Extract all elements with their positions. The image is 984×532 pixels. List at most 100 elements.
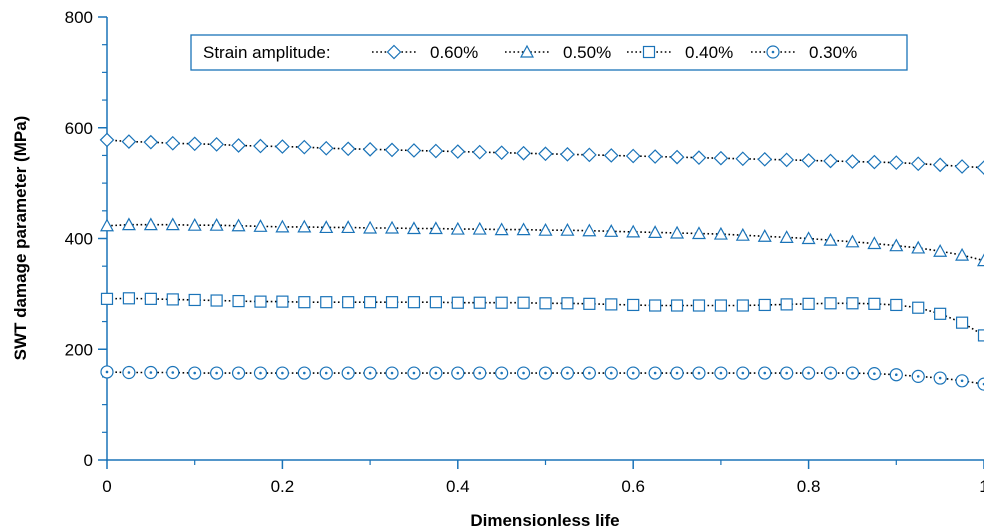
data-point-square [890,298,903,312]
data-point-square [539,297,552,310]
data-point-square [298,296,311,309]
data-point-square [210,294,223,307]
data-point-circle-center [873,372,876,375]
data-point-circle-center [281,371,284,375]
data-point-triangle [604,224,619,237]
data-point-triangle [341,220,356,234]
data-point-diamond [932,157,948,173]
data-point-circle-center [938,376,942,380]
data-point-diamond [735,151,751,167]
data-point-circle-center [434,371,438,375]
data-point-diamond [143,134,159,150]
data-point-triangle [538,222,553,236]
data-point-circle-center [456,371,460,375]
x-tick-label: 0.2 [271,477,295,496]
data-point-diamond [406,143,422,158]
data-point-square [320,296,333,309]
data-point-diamond [253,138,268,154]
data-point-triangle [779,230,794,243]
data-point-triangle [385,220,400,234]
y-tick-label: 200 [65,340,93,359]
data-point-diamond [954,159,970,174]
data-point-diamond [362,141,378,157]
legend-entry-2: 0.50% [505,43,611,62]
data-point-circle-center [807,371,810,375]
series-2 [99,217,984,267]
data-point-triangle [297,219,312,233]
data-point-triangle [845,234,860,248]
data-point-triangle [867,236,882,250]
data-point-triangle [143,217,158,231]
data-point-circle-center [412,371,416,375]
data-point-square [583,297,596,310]
data-point-triangle [516,222,531,236]
series-3 [100,292,984,342]
data-point-circle-center [588,371,591,375]
series-line [106,297,984,337]
data-point-diamond [669,149,685,165]
data-point-triangle [955,247,970,261]
data-point-diamond [296,139,312,155]
data-point-diamond [823,153,838,169]
data-point-diamond [209,137,224,152]
data-point-circle-center [631,371,635,375]
data-point-triangle [823,232,838,246]
x-tick-label: 0.6 [621,477,645,496]
data-point-circle-center [763,371,767,375]
data-point-triangle [472,221,487,235]
data-point-square [649,299,662,312]
data-point-circle-center [303,371,306,375]
x-tick-label: 0.4 [446,477,470,496]
data-point-square [605,298,618,311]
data-point-circle-center [566,371,569,375]
data-point-triangle [933,243,948,257]
legend-marker-triangle [519,44,535,58]
legend-marker-circle-center [771,50,775,54]
data-point-square [100,292,114,305]
data-point-circle-center [829,371,832,375]
data-point-diamond [691,150,707,166]
series-line [106,223,984,262]
data-point-diamond [845,154,860,169]
data-point-square [955,316,969,329]
data-point-circle-center [653,371,657,375]
data-point-diamond [582,147,597,163]
data-point-triangle [670,225,685,239]
data-point-circle-center [960,379,964,383]
data-point-circle-center [149,371,153,374]
data-point-diamond [428,143,444,159]
legend-title: Strain amplitude: [203,43,331,62]
data-point-circle-center [215,371,218,375]
data-point-square [561,297,574,310]
data-point-square [473,296,486,309]
y-tick-label: 800 [65,8,93,27]
data-point-square [144,292,157,305]
data-point-triangle [889,238,904,252]
data-point-diamond [647,149,663,164]
series-layer [99,132,984,391]
data-point-square [495,296,508,309]
legend-label: 0.50% [563,43,611,62]
legend-label: 0.40% [685,43,733,62]
legend: Strain amplitude: 0.60% 0.50% 0.40% 0.30% [190,34,908,71]
data-point-triangle [976,253,984,267]
data-point-triangle [187,217,202,231]
data-point-circle [977,377,984,391]
data-point-square [188,293,201,307]
data-point-square [342,296,355,309]
data-point-diamond [538,146,553,162]
data-point-triangle [209,217,224,231]
data-point-circle-center [544,371,547,375]
data-point-square [802,297,815,310]
data-point-triangle [911,240,926,254]
data-point-circle-center [675,371,679,375]
y-tick-label: 0 [84,451,93,470]
data-point-square [714,299,728,312]
data-point-triangle [626,224,641,238]
data-point-diamond [275,139,290,154]
data-point-diamond [910,156,926,172]
data-point-triangle [582,223,597,237]
data-point-circle-center [500,371,503,375]
data-point-square [758,298,771,312]
data-point-diamond [713,150,729,166]
